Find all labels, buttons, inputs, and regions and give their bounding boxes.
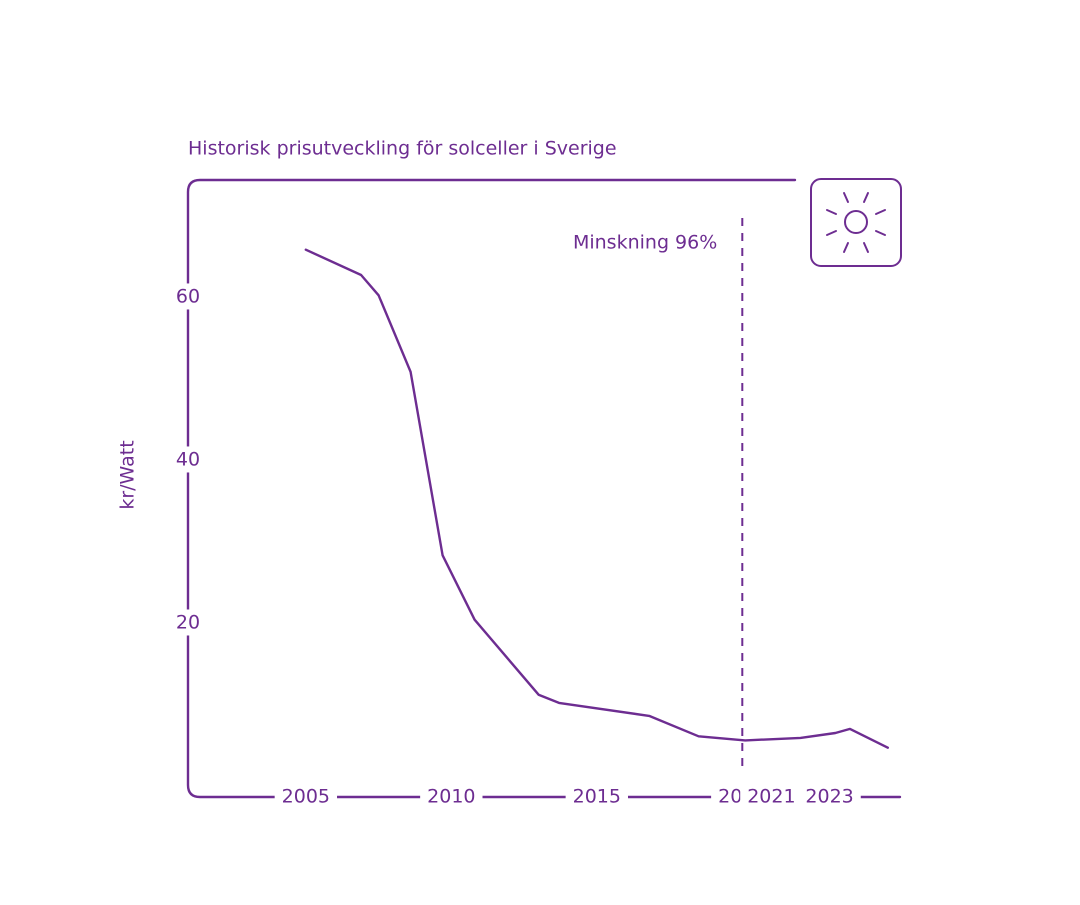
label-background [798, 783, 861, 810]
data-line [304, 248, 889, 749]
y-tick-label: 20 [176, 611, 200, 633]
x-tick-label: 2021 [747, 786, 795, 808]
label-background [168, 446, 208, 473]
chart-title: Historisk prisutveckling för solceller i… [188, 138, 617, 160]
x-tick-label: 2015 [573, 786, 621, 808]
label-background [740, 783, 803, 810]
axis-frame [186, 178, 902, 799]
annotation: Minskning 96% [573, 232, 717, 254]
y-tick-label: 60 [176, 285, 200, 307]
label-background [274, 783, 338, 810]
x-tick-label: 2010 [427, 786, 475, 808]
label-background [168, 283, 208, 310]
y-axis-label: kr/Watt [117, 440, 139, 509]
x-tick-label: 2023 [805, 786, 853, 808]
label-background [420, 783, 483, 810]
sun-icon [810, 178, 902, 267]
x-tick-label: 2005 [282, 786, 330, 808]
y-tick-label: 40 [176, 448, 200, 470]
label-background [565, 783, 628, 810]
label-background [168, 609, 208, 636]
